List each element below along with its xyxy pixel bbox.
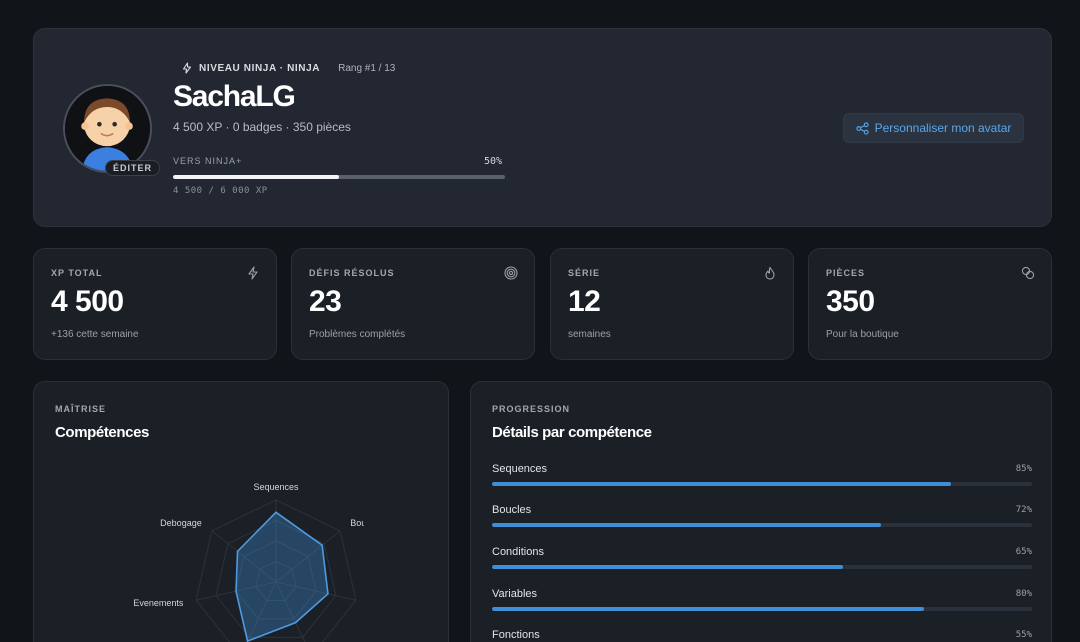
- stat-card-challenges: DÉFIS RÉSOLUS 23 Problèmes complétés: [291, 248, 535, 360]
- stat-value: 350: [826, 285, 875, 318]
- skill-progress-bar: [492, 607, 1032, 611]
- skill-progress-fill: [492, 607, 924, 611]
- skill-name: Conditions: [492, 546, 544, 558]
- skill-percent: 65%: [1015, 547, 1032, 557]
- radar-axis-label: Sequences: [253, 482, 299, 492]
- radar-axis-label: Debogage: [160, 518, 202, 528]
- radar-axis-label: Boucles: [350, 518, 364, 528]
- customize-avatar-label: Personnaliser mon avatar: [874, 121, 1012, 135]
- level-progress-label: VERS NINJA+: [173, 156, 243, 166]
- radar-axis: [275, 581, 306, 642]
- stat-label: PIÈCES: [826, 268, 866, 278]
- section-title: Détails par compétence: [492, 424, 652, 441]
- flame-icon: [765, 266, 775, 280]
- radar-skill-area: [235, 511, 329, 642]
- level-progress-fill: [173, 175, 339, 179]
- share-icon: [855, 121, 869, 135]
- skills-radar-chart: SequencesBouclesConditionsFonctionsVaria…: [124, 462, 364, 642]
- coins-icon: [1021, 266, 1035, 280]
- level-progress-xp: 4 500 / 6 000 XP: [173, 186, 268, 196]
- skill-percent: 80%: [1015, 589, 1032, 599]
- section-kicker: PROGRESSION: [492, 404, 571, 414]
- skill-name: Sequences: [492, 463, 548, 475]
- stat-card-xp: XP TOTAL 4 500 +136 cette semaine: [33, 248, 277, 360]
- edit-avatar-badge[interactable]: ÉDITER: [105, 160, 161, 176]
- skill-row: Sequences 85%: [492, 463, 1032, 486]
- bolt-icon: [248, 266, 258, 280]
- level-progress-percent: 50%: [484, 156, 503, 167]
- section-title: Compétences: [55, 424, 149, 441]
- stat-label: SÉRIE: [568, 268, 601, 278]
- stat-label: XP TOTAL: [51, 268, 103, 278]
- profile-hero-card: ÉDITER NIVEAU NINJA · NINJA Rang #1 / 13…: [33, 28, 1052, 227]
- skill-row: Variables 80%: [492, 588, 1032, 611]
- avatar-character-icon: [65, 86, 150, 171]
- stat-card-coins: PIÈCES 350 Pour la boutique: [808, 248, 1052, 360]
- stat-value: 12: [568, 285, 601, 318]
- level-line: NIVEAU NINJA · NINJA Rang #1 / 13: [181, 62, 395, 74]
- stat-desc: semaines: [568, 329, 611, 340]
- radar-grid-ring: [195, 499, 357, 642]
- skill-progress-bar: [492, 565, 1032, 569]
- stat-value: 23: [309, 285, 342, 318]
- radar-axis-label: Evenements: [133, 598, 184, 608]
- radar-axis: [246, 581, 277, 642]
- skill-progress-fill: [492, 523, 881, 527]
- skill-details-card: PROGRESSION Détails par compétence Seque…: [470, 381, 1052, 642]
- bolt-icon: [182, 62, 192, 74]
- username: SachaLG: [173, 80, 296, 113]
- mastery-card: MAÎTRISE Compétences SequencesBouclesCon…: [33, 381, 449, 642]
- skill-progress-fill: [492, 565, 843, 569]
- stat-desc: +136 cette semaine: [51, 329, 139, 340]
- skill-name: Boucles: [492, 504, 532, 516]
- radar-svg: SequencesBouclesConditionsFonctionsVaria…: [133, 482, 364, 642]
- skill-name: Variables: [492, 588, 538, 600]
- radar-grid-ring: [255, 560, 297, 601]
- radar-axis: [275, 581, 357, 601]
- skill-name: Fonctions: [492, 629, 540, 641]
- skill-progress-bar: [492, 523, 1032, 527]
- rank-label: Rang #1 / 13: [338, 62, 396, 74]
- skill-progress-bar: [492, 482, 1032, 486]
- skill-percent: 72%: [1015, 505, 1032, 515]
- skill-progress-fill: [492, 482, 951, 486]
- skill-percent: 85%: [1015, 464, 1032, 474]
- stat-desc: Pour la boutique: [826, 329, 899, 340]
- customize-avatar-button[interactable]: Personnaliser mon avatar: [843, 113, 1024, 143]
- radar-axis: [211, 530, 277, 583]
- skill-row: Fonctions 55%: [492, 629, 1032, 641]
- target-icon: [504, 266, 518, 280]
- skill-percent: 55%: [1015, 630, 1032, 640]
- level-label: NIVEAU NINJA · NINJA: [199, 62, 321, 74]
- profile-summary: 4 500 XP · 0 badges · 350 pièces: [173, 120, 351, 134]
- stat-card-streak: SÉRIE 12 semaines: [550, 248, 794, 360]
- skill-row: Conditions 65%: [492, 546, 1032, 569]
- stat-label: DÉFIS RÉSOLUS: [309, 268, 395, 278]
- level-progress-bar: [173, 175, 505, 179]
- radar-axis: [275, 530, 341, 583]
- radar-grid-ring: [215, 519, 337, 638]
- section-kicker: MAÎTRISE: [55, 404, 107, 414]
- stat-value: 4 500: [51, 285, 124, 318]
- avatar[interactable]: [63, 84, 152, 173]
- skill-row: Boucles 72%: [492, 504, 1032, 527]
- stat-desc: Problèmes complétés: [309, 329, 406, 340]
- radar-grid-ring: [235, 540, 317, 620]
